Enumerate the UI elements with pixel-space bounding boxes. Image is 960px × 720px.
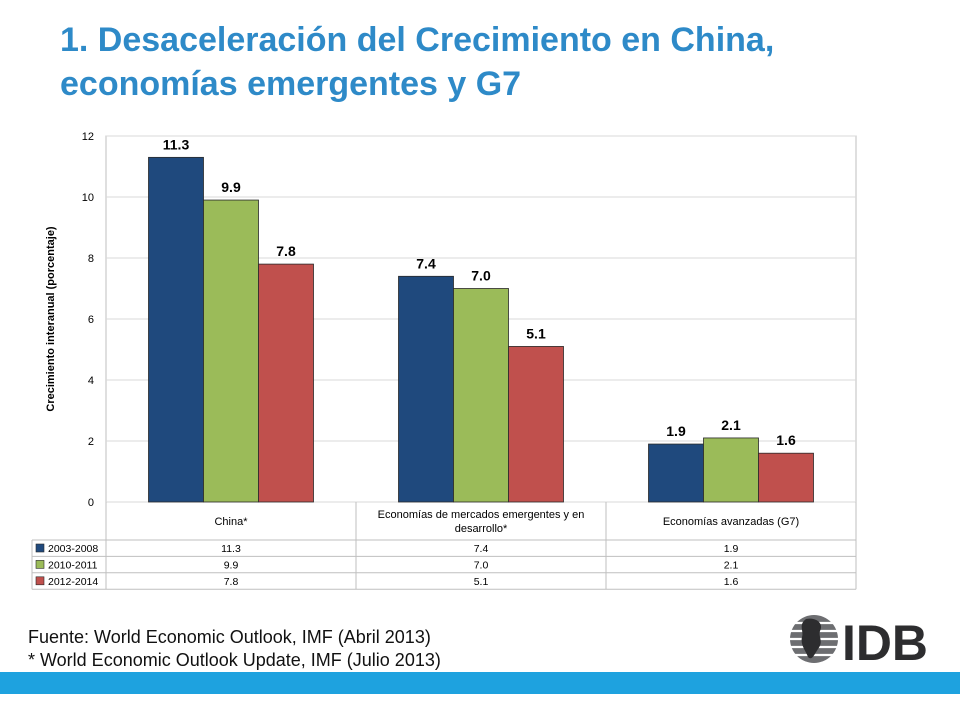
bar: [258, 263, 314, 503]
data-label: 7.4: [416, 255, 436, 271]
bottom-band: [0, 672, 960, 694]
bar: [508, 346, 564, 503]
data-label: 7.0: [471, 268, 491, 284]
globe-icon: [790, 615, 838, 663]
slide-title: 1. Desaceleración del Crecimiento en Chi…: [60, 18, 920, 106]
x-category-label: Economías avanzadas (G7): [663, 516, 799, 528]
y-tick-label: 12: [82, 131, 94, 143]
table-cell: 7.0: [474, 559, 489, 571]
y-axis-label: Crecimiento interanual (porcentaje): [45, 226, 57, 412]
data-label: 7.8: [276, 243, 296, 259]
data-label: 1.9: [666, 423, 686, 439]
table-cell: 1.6: [724, 576, 739, 588]
y-tick-label: 10: [82, 192, 94, 204]
data-label: 5.1: [526, 325, 546, 341]
bar: [758, 452, 814, 503]
data-label: 11.3: [163, 136, 190, 152]
x-category-label: Economías de mercados emergentes y en des…: [378, 509, 585, 535]
title-line-1: 1. Desaceleración del Crecimiento en Chi…: [60, 21, 775, 59]
legend-swatch: [35, 576, 45, 586]
logo-text: IDB: [842, 615, 928, 667]
legend-label: 2010-2011: [48, 559, 98, 571]
legend-swatch: [35, 543, 45, 553]
bar: [398, 275, 454, 503]
chart-frame: 0 2 4 6 8 10 12 Crecimiento interanual (porcent…: [28, 126, 858, 604]
table-cell: 7.4: [474, 543, 489, 555]
y-tick-label: 4: [88, 375, 94, 387]
legend-label: 2012-2014: [48, 576, 98, 588]
source-line-2: * World Economic Outlook Update, IMF (Ju…: [28, 650, 441, 670]
data-label: 1.6: [776, 432, 796, 448]
bar-chart: 0 2 4 6 8 10 12 Crecimiento interanual (porcent…: [31, 131, 857, 590]
bar: [148, 156, 204, 503]
bar: [703, 437, 759, 503]
table-cell: 9.9: [224, 559, 239, 571]
title-line-2: economías emergentes y G7: [60, 65, 522, 103]
source-line-1: Fuente: World Economic Outlook, IMF (Abr…: [28, 627, 431, 647]
x-category-label: China*: [214, 516, 248, 528]
data-label: 9.9: [221, 179, 241, 195]
bar: [203, 199, 259, 503]
source-note: Fuente: World Economic Outlook, IMF (Abr…: [28, 626, 441, 672]
table-cell: 1.9: [724, 543, 739, 555]
legend-swatch: [35, 560, 45, 569]
bar: [648, 443, 704, 503]
table-cell: 11.3: [221, 543, 241, 555]
table-cell: 7.8: [224, 576, 239, 588]
y-tick-label: 2: [88, 436, 94, 448]
idb-logo: IDB: [788, 611, 930, 671]
table-cell: 5.1: [474, 576, 489, 588]
table-cell: 2.1: [724, 559, 739, 571]
bar: [453, 288, 509, 503]
y-tick-label: 6: [88, 314, 94, 326]
y-tick-label: 8: [88, 253, 94, 265]
legend-label: 2003-2008: [48, 543, 98, 555]
y-tick-label: 0: [88, 497, 94, 509]
data-label: 2.1: [721, 417, 741, 433]
